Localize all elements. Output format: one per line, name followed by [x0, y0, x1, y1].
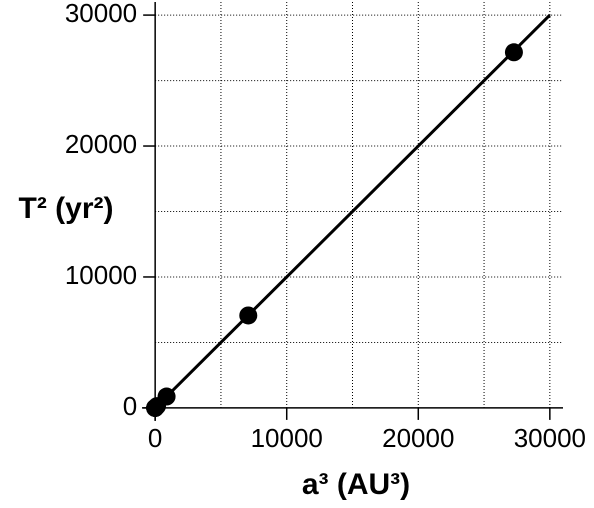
data-point [157, 387, 176, 406]
data-point [504, 43, 523, 62]
y-tick-label: 10000 [65, 260, 137, 290]
y-axis-label: T² (yr²) [19, 192, 114, 225]
y-tick-label: 30000 [65, 0, 137, 28]
x-axis-label: a³ (AU³) [302, 468, 410, 501]
x-tick-label: 30000 [514, 423, 586, 453]
x-tick-label: 20000 [382, 423, 454, 453]
y-tick-label: 20000 [65, 129, 137, 159]
fit-line [154, 14, 551, 409]
x-tick-label: 10000 [251, 423, 323, 453]
data-point [239, 306, 258, 325]
y-tick-label: 0 [123, 391, 137, 421]
x-tick-label: 0 [148, 423, 162, 453]
